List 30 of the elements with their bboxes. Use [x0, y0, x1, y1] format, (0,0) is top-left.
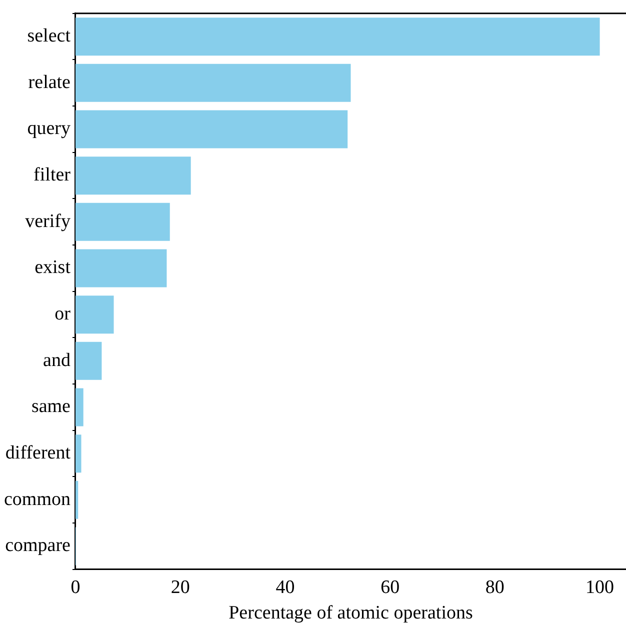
x-tick-label: 40 [276, 576, 295, 598]
bar [75, 110, 348, 148]
y-tick-label: exist [34, 257, 72, 278]
bar [75, 202, 170, 241]
y-tick-label: query [27, 118, 71, 140]
x-tick-label: 80 [485, 576, 504, 598]
y-tick-label: relate [28, 72, 70, 93]
y-tick-label: same [31, 396, 70, 418]
y-tick-label: and [43, 350, 71, 371]
bar [75, 480, 78, 519]
bar [75, 156, 191, 195]
x-axis-title: Percentage of atomic operations [228, 602, 473, 624]
y-tick-label: verify [25, 210, 71, 232]
x-tick-label: 0 [70, 576, 80, 598]
y-tick-label: or [54, 304, 72, 325]
bar [75, 64, 351, 102]
y-tick-label: different [5, 442, 72, 464]
y-tick-label: common [4, 488, 71, 510]
bar [75, 342, 102, 380]
x-tick-label: 60 [380, 576, 400, 598]
bar [75, 18, 600, 56]
bar [75, 434, 82, 473]
x-tick-label: 100 [586, 576, 614, 598]
y-tick-label: filter [34, 164, 72, 186]
y-tick-label: compare [5, 535, 70, 556]
bar [75, 388, 84, 426]
bar [75, 296, 114, 334]
x-tick-label: 20 [170, 576, 190, 598]
y-tick-label: select [27, 26, 72, 47]
bar [75, 249, 167, 288]
